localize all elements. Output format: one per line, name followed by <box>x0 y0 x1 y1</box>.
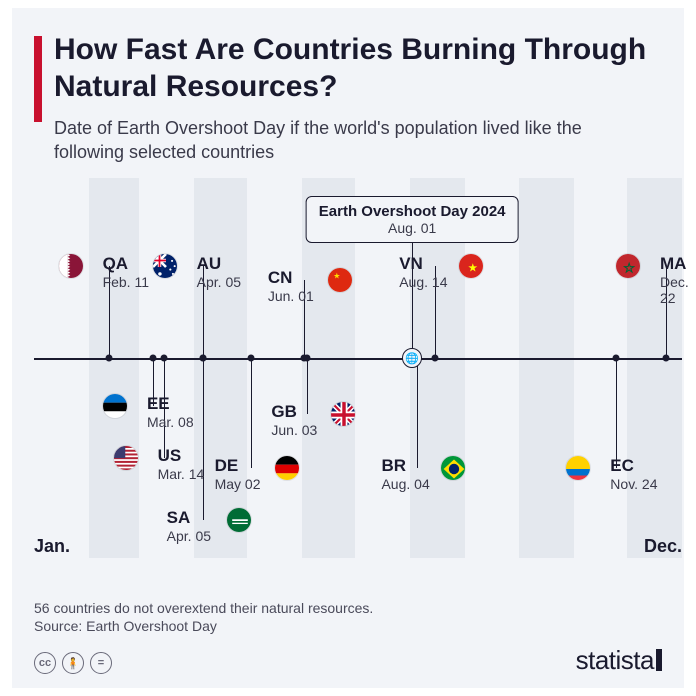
country-label-gb: GBJun. 03 <box>271 402 317 438</box>
flag-ec <box>565 455 591 481</box>
timeline-axis <box>34 358 682 360</box>
timeline-plot: Jan. Dec. QAFeb. 11 EEMar. 08 USMar. 14 AUApr… <box>34 178 682 558</box>
infographic-card: How Fast Are Countries Burning Through N… <box>12 8 684 688</box>
statista-logo: statista <box>576 645 662 676</box>
country-label-de: DEMay 02 <box>215 456 261 492</box>
chart-title: How Fast Are Countries Burning Through N… <box>54 32 664 105</box>
svg-text:★: ★ <box>333 271 340 280</box>
country-label-au: AUApr. 05 <box>197 254 241 290</box>
country-label-ec: ECNov. 24 <box>610 456 657 492</box>
accent-bar <box>34 36 42 122</box>
earth-icon: 🌐 <box>402 348 422 368</box>
country-label-cn: CNJun. 01 <box>268 268 314 304</box>
country-label-ee: EEMar. 08 <box>147 394 194 430</box>
country-label-ma: MADec. 22 <box>660 254 689 306</box>
flag-cn: ★ <box>327 267 353 293</box>
flag-sa <box>226 507 252 533</box>
country-label-sa: SAApr. 05 <box>167 508 211 544</box>
flag-ee <box>102 393 128 419</box>
footnote-source: Source: Earth Overshoot Day <box>34 618 217 634</box>
footnote-count: 56 countries do not overextend their nat… <box>34 600 373 616</box>
country-label-br: BRAug. 04 <box>381 456 429 492</box>
country-label-us: USMar. 14 <box>158 446 205 482</box>
flag-br <box>440 455 466 481</box>
month-label: Jan. <box>34 536 70 557</box>
svg-text:★: ★ <box>468 262 478 274</box>
flag-us <box>113 445 139 471</box>
logo-text: statista <box>576 645 654 675</box>
footer: cc 🧍 = statista <box>34 644 662 674</box>
month-label: Dec. <box>644 536 682 557</box>
country-label-qa: QAFeb. 11 <box>103 254 149 290</box>
overshoot-callout: Earth Overshoot Day 2024Aug. 01 <box>306 196 519 243</box>
cc-icon: cc <box>34 652 56 674</box>
flag-ma: ★ <box>615 253 641 279</box>
flag-gb <box>330 401 356 427</box>
flag-qa <box>58 253 84 279</box>
country-label-vn: VNAug. 14 <box>399 254 447 290</box>
flag-de <box>274 455 300 481</box>
svg-text:★: ★ <box>624 261 635 275</box>
cc-license-badges: cc 🧍 = <box>34 652 112 674</box>
flag-au <box>152 253 178 279</box>
chart-subtitle: Date of Earth Overshoot Day if the world… <box>54 116 594 165</box>
by-icon: 🧍 <box>62 652 84 674</box>
flag-vn: ★ <box>458 253 484 279</box>
nd-icon: = <box>90 652 112 674</box>
